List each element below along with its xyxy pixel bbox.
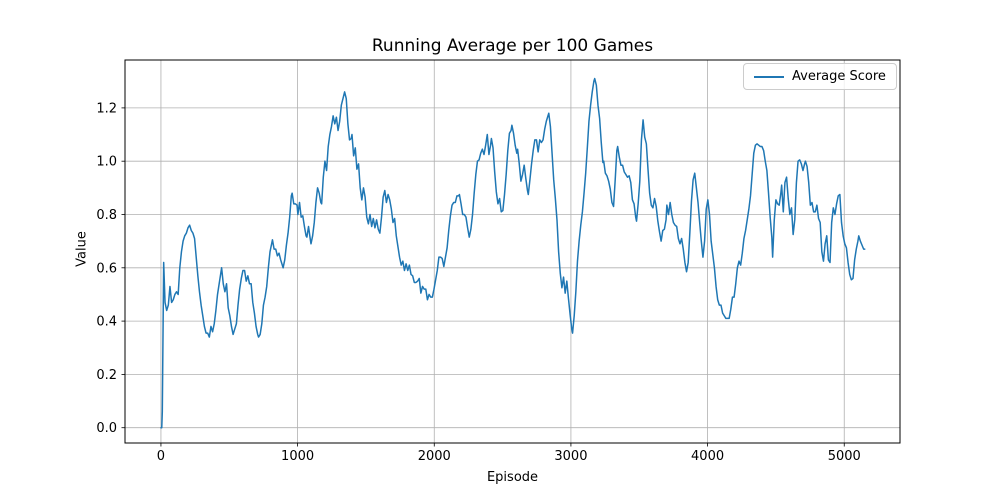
x-tick-label: 3000 xyxy=(554,449,587,464)
y-axis-label: Value xyxy=(74,231,90,267)
legend-line-sample-icon xyxy=(754,75,784,78)
chart-title: Running Average per 100 Games xyxy=(371,36,654,56)
x-tick-label: 1000 xyxy=(281,449,314,464)
y-tick-label: 1.0 xyxy=(96,155,117,170)
series-line xyxy=(160,77,866,429)
y-tick-label: 0.2 xyxy=(96,368,117,383)
y-tick-label: 0.0 xyxy=(96,421,117,436)
y-tick-label: 0.8 xyxy=(96,208,117,223)
y-tick-label: 0.4 xyxy=(96,315,117,330)
x-tick-label: 5000 xyxy=(828,449,861,464)
y-tick-label: 1.2 xyxy=(96,101,117,116)
x-tick-label: 0 xyxy=(157,449,165,464)
x-tick-label: 2000 xyxy=(418,449,451,464)
x-axis-label: Episode xyxy=(486,470,539,485)
y-tick-label: 0.6 xyxy=(96,261,117,276)
x-tick-label: 4000 xyxy=(691,449,724,464)
legend-label: Average Score xyxy=(792,69,886,84)
plot-frame xyxy=(124,59,901,444)
legend: Average Score xyxy=(743,63,897,90)
